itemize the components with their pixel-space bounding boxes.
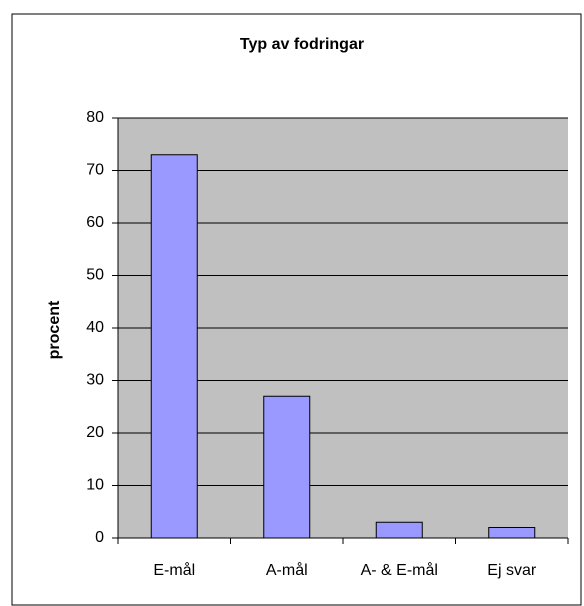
y-tick-label: 60 bbox=[86, 214, 104, 231]
y-tick-label: 20 bbox=[86, 424, 104, 441]
y-tick-label: 40 bbox=[86, 319, 104, 336]
y-tick-label: 0 bbox=[95, 529, 104, 546]
y-tick-label: 30 bbox=[86, 372, 104, 389]
bar bbox=[150, 154, 198, 539]
x-tick-label: Ej svar bbox=[487, 562, 537, 579]
y-tick-label: 50 bbox=[86, 267, 104, 284]
y-tick-label: 80 bbox=[86, 109, 104, 126]
chart-title: Typ av fodringar bbox=[240, 36, 364, 53]
y-axis-label: procent bbox=[46, 300, 63, 359]
y-tick-label: 70 bbox=[86, 162, 104, 179]
x-tick-label: A- & E-mål bbox=[361, 561, 438, 579]
y-tick-label: 10 bbox=[86, 477, 104, 494]
bar bbox=[375, 521, 423, 539]
x-tick-label: A-mål bbox=[266, 561, 308, 579]
x-tick-label: E-mål bbox=[153, 561, 195, 579]
bar bbox=[263, 395, 311, 539]
bar bbox=[488, 527, 536, 539]
